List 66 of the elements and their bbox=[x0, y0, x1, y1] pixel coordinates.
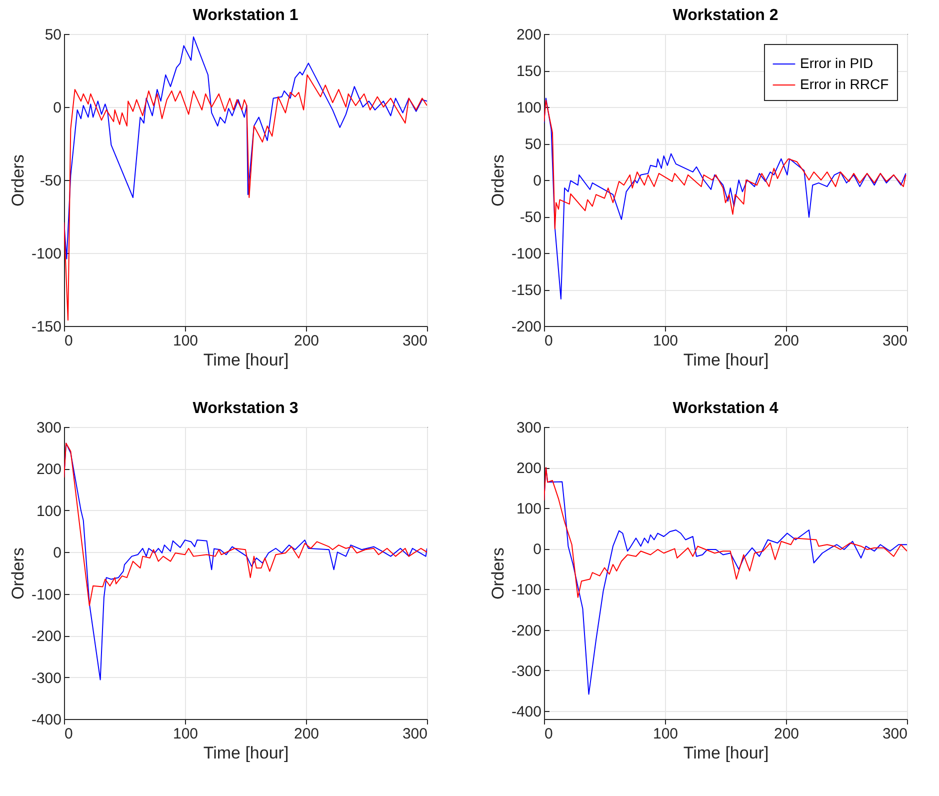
x-tick-label: 300 bbox=[882, 726, 908, 742]
line-series bbox=[64, 74, 427, 321]
y-tick-label: -50 bbox=[520, 209, 542, 226]
legend-label: Error in PID bbox=[800, 55, 874, 71]
y-tick-label: -100 bbox=[511, 246, 542, 262]
line-series bbox=[544, 98, 906, 300]
chart-title: Workstation 1 bbox=[192, 7, 298, 24]
x-tick-label: 200 bbox=[774, 332, 800, 350]
y-tick-label: 100 bbox=[516, 500, 542, 518]
x-tick-label: 200 bbox=[774, 726, 800, 742]
y-axis-title: Orders bbox=[8, 154, 28, 206]
x-tick-label: 300 bbox=[402, 332, 428, 350]
x-axis-title: Time [hour] bbox=[203, 350, 289, 370]
y-tick-label: -100 bbox=[511, 582, 542, 599]
line-series bbox=[64, 442, 427, 606]
x-tick-label: 0 bbox=[64, 332, 73, 350]
y-tick-label: -100 bbox=[31, 246, 62, 262]
chart-title: Workstation 3 bbox=[192, 400, 298, 417]
y-tick-label: -400 bbox=[31, 712, 62, 728]
y-tick-label: -200 bbox=[511, 318, 542, 336]
y-axis-title: Orders bbox=[488, 154, 508, 206]
x-tick-label: 0 bbox=[544, 726, 553, 742]
x-axis-title: Time [hour] bbox=[683, 350, 769, 370]
x-tick-label: 0 bbox=[544, 332, 553, 350]
y-tick-label: 100 bbox=[516, 100, 542, 116]
y-tick-label: 150 bbox=[516, 63, 542, 80]
y-tick-label: -150 bbox=[31, 318, 62, 336]
y-tick-label: 300 bbox=[516, 420, 542, 436]
x-tick-label: 100 bbox=[652, 726, 678, 742]
y-tick-label: -100 bbox=[31, 586, 62, 604]
y-axis-title: Orders bbox=[8, 548, 28, 600]
y-tick-label: 50 bbox=[44, 26, 62, 44]
legend-label: Error in RRCF bbox=[800, 76, 889, 92]
x-tick-label: 300 bbox=[402, 726, 428, 742]
y-tick-label: -400 bbox=[511, 703, 542, 720]
y-tick-label: 0 bbox=[533, 541, 542, 558]
y-axis-title: Orders bbox=[488, 548, 508, 600]
y-tick-label: 0 bbox=[53, 544, 62, 562]
x-tick-label: 0 bbox=[64, 726, 73, 742]
line-series bbox=[544, 467, 907, 598]
y-tick-label: 0 bbox=[533, 172, 542, 190]
chart-title: Workstation 2 bbox=[672, 7, 778, 24]
y-tick-label: -200 bbox=[31, 628, 62, 646]
y-tick-label: -50 bbox=[40, 172, 62, 190]
y-tick-label: 200 bbox=[516, 460, 542, 478]
y-tick-label: -300 bbox=[31, 670, 62, 687]
x-tick-label: 200 bbox=[294, 726, 320, 742]
x-tick-label: 100 bbox=[652, 332, 678, 350]
y-tick-label: 100 bbox=[36, 502, 62, 520]
y-tick-label: -200 bbox=[511, 622, 542, 640]
y-tick-label: 300 bbox=[36, 420, 62, 436]
y-tick-label: 200 bbox=[516, 26, 542, 44]
line-series bbox=[544, 100, 906, 230]
x-axis-title: Time [hour] bbox=[203, 744, 289, 762]
y-tick-label: 200 bbox=[36, 461, 62, 478]
x-tick-label: 300 bbox=[882, 332, 908, 350]
y-tick-label: -150 bbox=[511, 282, 542, 299]
x-tick-label: 100 bbox=[172, 726, 198, 742]
y-tick-label: 50 bbox=[524, 136, 542, 153]
y-tick-label: 0 bbox=[53, 100, 62, 116]
y-tick-label: -300 bbox=[511, 662, 542, 680]
line-series bbox=[64, 442, 427, 680]
chart-title: Workstation 4 bbox=[672, 400, 778, 417]
x-tick-label: 200 bbox=[294, 332, 320, 350]
x-axis-title: Time [hour] bbox=[683, 744, 769, 762]
x-tick-label: 100 bbox=[172, 332, 198, 350]
